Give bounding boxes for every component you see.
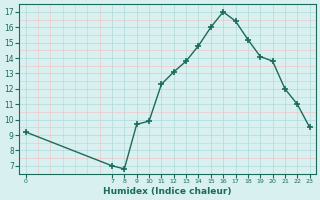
X-axis label: Humidex (Indice chaleur): Humidex (Indice chaleur): [103, 187, 232, 196]
